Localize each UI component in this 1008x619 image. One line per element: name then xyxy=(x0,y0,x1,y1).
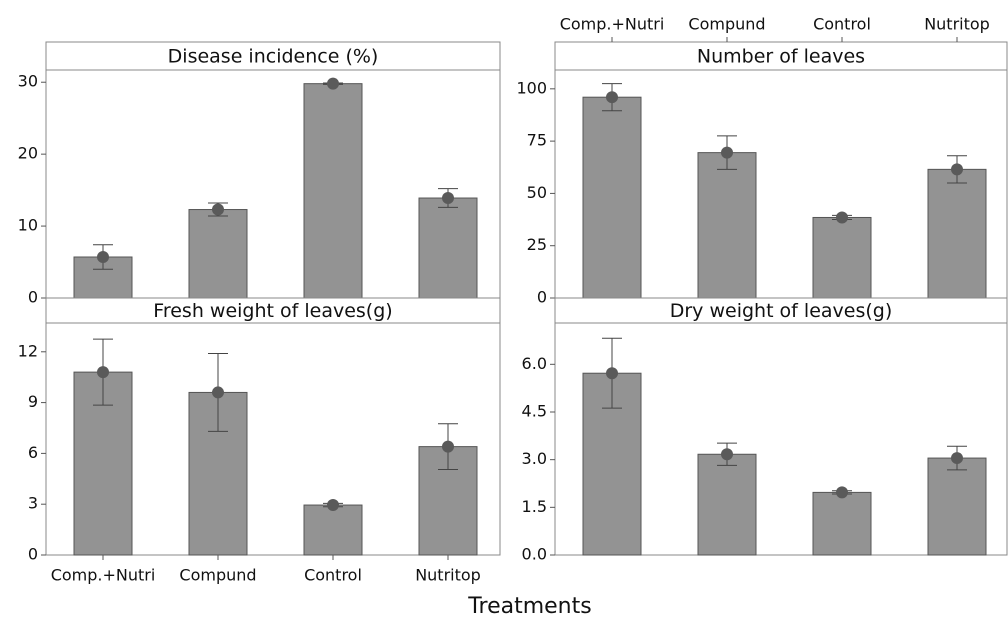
bar xyxy=(697,453,757,556)
mean-dot xyxy=(836,211,848,224)
mean-dot xyxy=(606,91,618,104)
x-tick-label: Compund xyxy=(179,566,256,585)
mean-dot xyxy=(951,452,963,465)
x-tick-label: Control xyxy=(304,566,362,585)
x-tick-label: Nutritop xyxy=(415,566,481,585)
panel-title: Fresh weight of leaves(g) xyxy=(153,300,392,322)
bar xyxy=(303,83,363,299)
y-tick-label: 75 xyxy=(527,131,547,150)
mean-dot xyxy=(721,448,733,461)
mean-dot xyxy=(442,192,454,205)
y-tick-label: 4.5 xyxy=(522,401,547,420)
bar xyxy=(303,504,363,556)
y-tick-label: 3.0 xyxy=(522,449,547,468)
y-tick-label: 6 xyxy=(28,443,38,462)
y-tick-label: 1.5 xyxy=(522,497,547,516)
y-tick-label: 10 xyxy=(18,216,38,235)
y-tick-label: 100 xyxy=(516,78,547,97)
bar xyxy=(927,168,987,299)
x-axis-label: Treatments xyxy=(467,594,591,619)
mean-dot xyxy=(327,77,339,90)
mean-dot xyxy=(212,203,224,216)
x-tick-label: Compund xyxy=(688,15,765,34)
bar xyxy=(812,491,872,556)
panel-strip xyxy=(45,41,501,71)
panel-title: Dry weight of leaves(g) xyxy=(670,300,893,322)
panel-frame xyxy=(554,322,1008,556)
mean-dot xyxy=(442,440,454,453)
bar xyxy=(418,197,478,299)
mean-dot xyxy=(97,366,109,379)
x-tick-label: Control xyxy=(813,15,871,34)
y-tick-label: 30 xyxy=(18,72,38,91)
bar xyxy=(812,216,872,299)
bar xyxy=(697,152,757,299)
panel-title: Number of leaves xyxy=(697,46,865,68)
mean-dot xyxy=(606,367,618,380)
x-tick-label: Nutritop xyxy=(924,15,990,34)
panel-strip xyxy=(45,297,501,324)
panel-strip xyxy=(554,297,1008,324)
y-tick-label: 0 xyxy=(28,288,38,307)
panel-frame xyxy=(45,322,501,556)
bar xyxy=(927,457,987,556)
y-tick-label: 25 xyxy=(527,235,547,254)
y-tick-label: 0 xyxy=(537,288,547,307)
mean-dot xyxy=(327,499,339,512)
y-tick-label: 0.0 xyxy=(522,545,547,564)
mean-dot xyxy=(212,386,224,399)
mean-dot xyxy=(836,486,848,499)
y-tick-label: 12 xyxy=(18,341,38,360)
y-tick-label: 0 xyxy=(28,545,38,564)
bar xyxy=(582,96,642,299)
x-tick-label: Comp.+Nutri xyxy=(560,15,665,34)
mean-dot xyxy=(97,251,109,264)
x-tick-label: Comp.+Nutri xyxy=(51,566,156,585)
y-tick-label: 20 xyxy=(18,144,38,163)
mean-dot xyxy=(951,163,963,176)
mean-dot xyxy=(721,146,733,159)
y-tick-label: 3 xyxy=(28,494,38,513)
panel-title: Disease incidence (%) xyxy=(168,46,379,68)
bar xyxy=(188,209,248,299)
y-tick-label: 6.0 xyxy=(522,354,547,373)
y-tick-label: 50 xyxy=(527,183,547,202)
y-tick-label: 9 xyxy=(28,392,38,411)
